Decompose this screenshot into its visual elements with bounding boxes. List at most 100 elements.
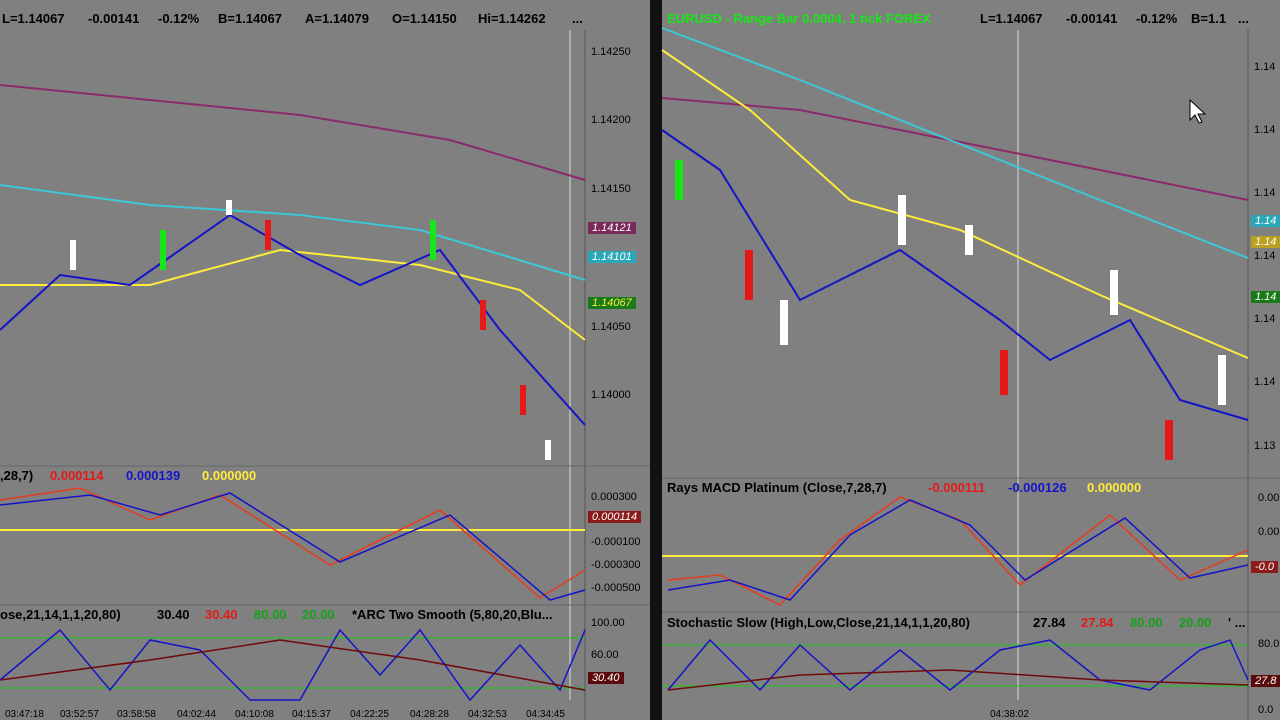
axis-label: 1.14 bbox=[1254, 124, 1276, 136]
macd-tag: 0.000114 bbox=[588, 511, 642, 523]
stoch-value: 30.40 bbox=[157, 607, 190, 622]
signal-line bbox=[0, 492, 586, 601]
candle bbox=[1110, 270, 1118, 315]
price-tag: 1.14121 bbox=[588, 222, 636, 234]
axis-label: 1.13 bbox=[1254, 440, 1276, 452]
macd-line bbox=[0, 487, 586, 599]
time-label: 03:52:57 bbox=[60, 709, 99, 720]
macd-value: 0.000139 bbox=[126, 468, 181, 483]
macd-tag: -0.0 bbox=[1251, 561, 1278, 573]
macd-value: 0.000114 bbox=[50, 468, 104, 483]
price-tag: 1.14 bbox=[1251, 236, 1280, 248]
axis-label: 1.14200 bbox=[591, 114, 631, 126]
candle bbox=[1165, 420, 1173, 460]
axis-label: 0.000300 bbox=[591, 491, 637, 503]
candle bbox=[545, 440, 551, 460]
time-label: 04:28:28 bbox=[410, 709, 449, 720]
price-tag: 1.14 bbox=[1251, 291, 1280, 303]
candle bbox=[1218, 355, 1226, 405]
last: L=1.14067 bbox=[980, 11, 1043, 26]
stoch-line bbox=[0, 639, 586, 691]
change: -0.00141 bbox=[1066, 11, 1118, 26]
time-label: 04:22:25 bbox=[350, 709, 389, 720]
axis-label: 1.14250 bbox=[591, 46, 631, 58]
pct: -0.12% bbox=[158, 11, 200, 26]
more: ' ... bbox=[1228, 615, 1246, 630]
candle bbox=[1000, 350, 1008, 395]
axis-label: -0.000500 bbox=[591, 582, 641, 594]
axis-label: 1.14000 bbox=[591, 389, 631, 401]
axis-label: 1.14 bbox=[1254, 61, 1276, 73]
last: L=1.14067 bbox=[2, 11, 65, 26]
macd-label: ,28,7) bbox=[0, 468, 34, 483]
pct: -0.12% bbox=[1136, 11, 1178, 26]
candle bbox=[160, 230, 166, 270]
stoch-tag: 30.40 bbox=[588, 672, 624, 684]
stoch-label: Stochastic Slow (High,Low,Close,21,14,1,… bbox=[667, 615, 970, 630]
bid: B=1.1 bbox=[1191, 11, 1227, 26]
macd-label: Rays MACD Platinum (Close,7,28,7) bbox=[667, 480, 887, 495]
axis-label: 80.0 bbox=[1258, 638, 1280, 650]
high: Hi=1.14262 bbox=[478, 11, 546, 26]
ma-line bbox=[0, 84, 586, 181]
axis-label: 0.0 bbox=[1258, 704, 1274, 716]
ask: A=1.14079 bbox=[305, 11, 369, 26]
axis-label: 1.14 bbox=[1254, 187, 1276, 199]
ma-line bbox=[661, 129, 1249, 421]
candle bbox=[70, 240, 76, 270]
axis-label: 1.14 bbox=[1254, 250, 1276, 262]
stoch-label: ose,21,14,1,1,20,80) bbox=[0, 607, 121, 622]
time-label: 03:47:18 bbox=[5, 709, 44, 720]
bid: B=1.14067 bbox=[218, 11, 282, 26]
axis-label: 0.00 bbox=[1258, 526, 1280, 538]
time-label: 03:58:58 bbox=[117, 709, 156, 720]
price-tag: 1.14101 bbox=[588, 251, 636, 263]
macd-value: 0.000000 bbox=[202, 468, 257, 483]
change: -0.00141 bbox=[88, 11, 140, 26]
stoch-value: 27.84 bbox=[1033, 615, 1066, 630]
axis-label: 1.14 bbox=[1254, 313, 1276, 325]
candle bbox=[520, 385, 526, 415]
candle bbox=[898, 195, 906, 245]
macd-value: 0.000000 bbox=[1087, 480, 1142, 495]
more: ... bbox=[1238, 11, 1249, 26]
arc-label: *ARC Two Smooth (5,80,20,Blu... bbox=[352, 607, 553, 622]
stoch-value: 80.00 bbox=[1130, 615, 1163, 630]
time-label: 04:34:45 bbox=[526, 709, 565, 720]
time-label: 04:15:37 bbox=[292, 709, 331, 720]
candle bbox=[480, 300, 486, 330]
ma-line bbox=[0, 184, 586, 281]
time-label: 04:38:02 bbox=[990, 709, 1029, 720]
candle bbox=[965, 225, 973, 255]
axis-label: 1.14 bbox=[1254, 376, 1276, 388]
ma-line bbox=[661, 49, 1249, 359]
ma-line bbox=[0, 213, 586, 426]
signal-line bbox=[667, 499, 1249, 601]
mouse-cursor bbox=[1189, 98, 1207, 124]
candle bbox=[226, 200, 232, 215]
macd-value: -0.000126 bbox=[1008, 480, 1067, 495]
axis-label: 1.14050 bbox=[591, 321, 631, 333]
time-label: 04:32:53 bbox=[468, 709, 507, 720]
candle bbox=[675, 160, 683, 200]
candle bbox=[430, 220, 436, 260]
stoch-value: 20.00 bbox=[1179, 615, 1212, 630]
ma-line bbox=[661, 27, 1249, 259]
more: ... bbox=[572, 11, 583, 26]
axis-label: 100.00 bbox=[591, 617, 625, 629]
stoch-line bbox=[667, 638, 1249, 692]
instrument: EURUSD - Range Bar 0.0004, 1 tick FOREX bbox=[667, 11, 931, 26]
candle bbox=[745, 250, 753, 300]
price-tag: 1.14067 bbox=[588, 297, 636, 309]
stoch-value: 27.84 bbox=[1081, 615, 1114, 630]
divider bbox=[650, 0, 662, 720]
axis-label: -0.000100 bbox=[591, 536, 641, 548]
stoch-value: 30.40 bbox=[205, 607, 238, 622]
price-tag: 1.14 bbox=[1251, 215, 1280, 227]
macd-value: -0.000111 bbox=[928, 480, 986, 495]
stoch-line bbox=[667, 669, 1249, 691]
stoch-value: 80.00 bbox=[254, 607, 287, 622]
time-label: 04:10:08 bbox=[235, 709, 274, 720]
